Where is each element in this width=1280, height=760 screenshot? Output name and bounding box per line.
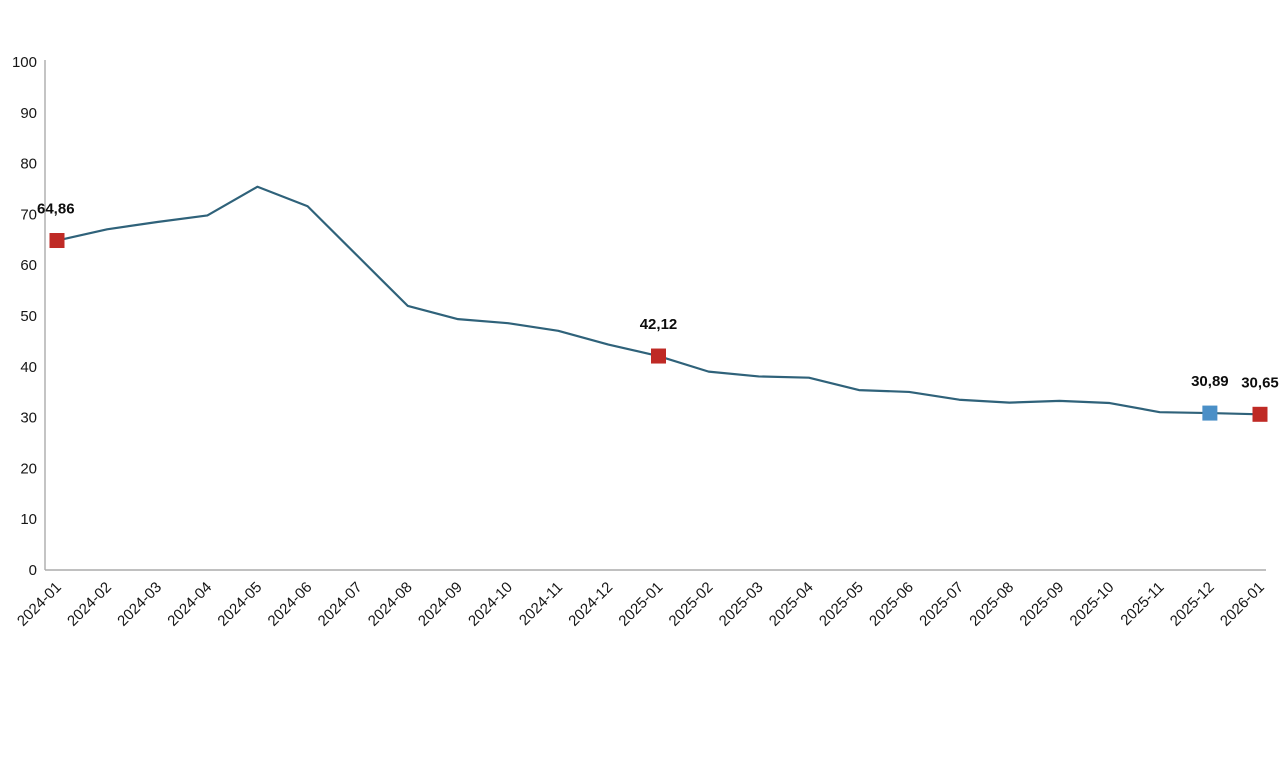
y-axis-tick-label: 60 [20, 257, 37, 274]
x-axis-tick-label: 2024-02 [64, 579, 115, 630]
y-axis-tick-label: 40 [20, 359, 37, 376]
x-axis-tick-label: 2025-10 [1066, 579, 1117, 630]
x-axis-tick-label: 2024-09 [415, 579, 466, 630]
data-point-label: 30,89 [1191, 373, 1229, 390]
data-line [55, 185, 1262, 416]
data-point-label: 42,12 [640, 316, 678, 333]
x-axis-tick-label: 2025-09 [1016, 579, 1067, 630]
x-axis-tick-label: 2025-08 [966, 579, 1017, 630]
y-axis-tick-label: 70 [20, 206, 37, 223]
x-axis-tick-label: 2025-01 [615, 579, 666, 630]
data-point-marker [651, 348, 666, 364]
y-axis-tick-label: 50 [20, 308, 37, 325]
data-point-label: 64,86 [37, 201, 75, 218]
x-axis-tick-label: 2024-07 [315, 579, 366, 630]
y-axis-tick-label: 100 [12, 54, 37, 71]
y-axis-tick-label: 10 [20, 511, 37, 528]
x-axis-tick-label: 2025-05 [816, 579, 867, 630]
x-axis-tick-label: 2024-08 [365, 579, 416, 630]
x-axis-tick-label: 2024-04 [164, 579, 215, 630]
y-axis-tick-label: 80 [20, 156, 37, 173]
data-point-marker [1252, 406, 1268, 422]
data-point-marker [1202, 405, 1218, 421]
x-axis-tick-label: 2025-06 [866, 579, 917, 630]
y-axis-tick-label: 0 [29, 562, 37, 579]
y-axis-tick-label: 20 [20, 460, 37, 477]
x-axis-tick-label: 2025-04 [766, 579, 817, 630]
x-axis-tick-label: 2024-01 [14, 579, 65, 630]
x-axis-tick-label: 2024-05 [214, 579, 265, 630]
x-axis-tick-label: 2024-11 [516, 579, 566, 629]
x-axis-tick-label: 2025-02 [665, 579, 716, 630]
x-axis-tick-label: 2026-01 [1217, 579, 1268, 630]
x-axis-tick-label: 2024-10 [465, 579, 516, 630]
x-axis-tick-label: 2024-03 [114, 579, 165, 630]
x-axis-tick-label: 2024-12 [565, 579, 616, 630]
x-axis-tick-label: 2025-07 [916, 579, 967, 630]
x-axis-tick-label: 2024-06 [264, 579, 315, 630]
data-point-label: 30,65 [1241, 374, 1279, 391]
x-axis-tick-label: 2025-11 [1117, 579, 1167, 629]
y-axis-tick-label: 90 [20, 105, 37, 122]
x-axis-tick-label: 2025-03 [716, 579, 767, 630]
data-point-marker [49, 233, 65, 249]
x-axis-tick-label: 2025-12 [1167, 579, 1218, 630]
y-axis-tick-label: 30 [20, 410, 37, 427]
